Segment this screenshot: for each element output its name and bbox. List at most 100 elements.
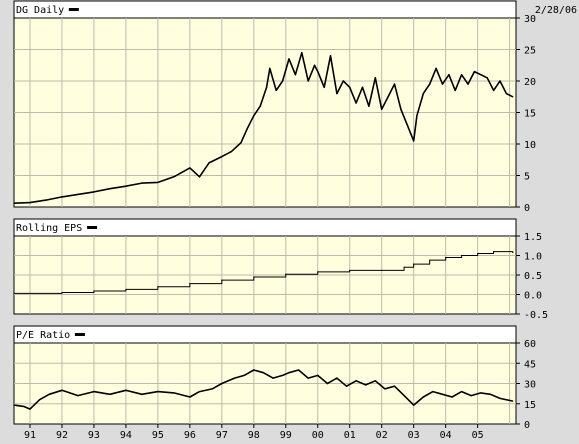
data-point-1 <box>259 105 261 107</box>
data-point-3 <box>173 392 175 394</box>
panel-2: Rolling EPS -0.5 0.0 0.5 1.0 1.5 <box>13 218 548 321</box>
data-point-2 <box>285 273 287 275</box>
x-tick-label: 91 <box>24 430 36 441</box>
data-point-1 <box>361 86 364 88</box>
x-tick-label: 99 <box>280 430 292 441</box>
data-point-2 <box>445 256 447 259</box>
data-point-1 <box>461 74 463 76</box>
data-point-2 <box>461 254 463 257</box>
data-point-3 <box>234 377 236 379</box>
data-point-1 <box>381 108 383 110</box>
data-point-1 <box>448 74 450 76</box>
data-point-2 <box>512 251 514 253</box>
data-point-1 <box>454 89 456 92</box>
panel-title-1: DG Daily <box>16 5 64 16</box>
x-tick-label: 94 <box>120 430 132 441</box>
data-point-1 <box>246 127 249 129</box>
data-point-2 <box>61 291 63 294</box>
data-point-1 <box>141 182 143 184</box>
x-tick-label: 98 <box>248 430 260 441</box>
data-point-1 <box>281 80 284 82</box>
data-point-3 <box>29 408 31 410</box>
y-tick-label-1: 10 <box>524 140 536 151</box>
data-point-3 <box>355 380 357 382</box>
data-point-2 <box>413 263 415 265</box>
data-point-1 <box>473 70 476 73</box>
data-point-2 <box>317 271 319 273</box>
data-point-1 <box>374 77 376 79</box>
data-point-3 <box>489 393 492 395</box>
data-point-1 <box>317 70 319 73</box>
data-point-1 <box>301 52 303 54</box>
data-point-2 <box>493 251 495 253</box>
panel-3: P/E Ratio 0 15 30 45 60 91 92 93 94 95 96 97 98 99 00 01… <box>13 325 536 441</box>
y-tick-label-3: 0 <box>524 420 530 431</box>
data-point-3 <box>125 389 127 391</box>
data-point-3 <box>221 382 223 385</box>
data-point-3 <box>499 397 501 399</box>
data-point-3 <box>13 404 15 406</box>
data-point-2 <box>381 269 383 271</box>
panel-header-3 <box>13 325 517 344</box>
data-point-1 <box>275 89 277 92</box>
data-point-1 <box>512 96 514 98</box>
legend-swatch-2 <box>87 226 98 229</box>
data-point-1 <box>307 80 309 82</box>
x-tick-label: 03 <box>408 430 420 441</box>
y-tick-label-3: 60 <box>524 339 536 350</box>
x-tick-label: 93 <box>88 430 100 441</box>
data-point-1 <box>406 124 408 126</box>
data-point-1 <box>77 193 79 195</box>
data-point-3 <box>461 391 463 393</box>
data-point-3 <box>403 395 405 397</box>
data-point-1 <box>329 55 332 57</box>
data-point-1 <box>173 176 175 178</box>
data-point-3 <box>374 380 376 382</box>
data-point-1 <box>208 162 210 164</box>
data-point-3 <box>157 391 159 393</box>
data-point-3 <box>253 369 255 371</box>
data-point-3 <box>413 404 415 406</box>
data-point-3 <box>38 399 41 401</box>
data-point-3 <box>288 372 290 374</box>
data-point-3 <box>211 388 213 390</box>
data-point-1 <box>422 93 424 95</box>
data-point-2 <box>477 252 479 255</box>
data-point-2 <box>157 286 159 288</box>
data-point-1 <box>240 142 242 144</box>
y-tick-label-2: 1.5 <box>524 232 542 243</box>
x-tick-label: 00 <box>312 430 324 441</box>
data-point-3 <box>272 377 274 379</box>
data-point-3 <box>317 374 319 376</box>
data-point-3 <box>77 395 79 397</box>
data-point-3 <box>393 385 396 387</box>
x-tick-label: 95 <box>152 430 164 441</box>
data-point-1 <box>265 86 268 88</box>
data-point-1 <box>467 83 469 85</box>
data-point-1 <box>486 77 488 79</box>
data-point-3 <box>470 395 472 397</box>
x-tick-label: 92 <box>56 430 68 441</box>
x-tick-label: 02 <box>376 430 388 441</box>
data-point-3 <box>432 391 434 393</box>
data-point-1 <box>323 86 325 88</box>
panel-title-3: P/E Ratio <box>16 330 70 341</box>
y-tick-label-1: 5 <box>524 172 530 183</box>
data-point-1 <box>505 93 508 95</box>
data-point-1 <box>198 176 201 178</box>
data-point-1 <box>109 188 111 190</box>
data-point-3 <box>198 391 201 393</box>
panel-header-1 <box>13 0 517 19</box>
data-point-1 <box>45 199 47 201</box>
data-point-3 <box>422 396 424 398</box>
data-point-3 <box>48 393 50 395</box>
y-tick-label-1: 15 <box>524 109 536 120</box>
data-point-1 <box>313 64 316 66</box>
data-point-3 <box>61 389 63 391</box>
data-point-1 <box>387 96 389 98</box>
data-point-1 <box>413 140 415 142</box>
y-tick-label-1: 30 <box>524 14 536 25</box>
data-point-1 <box>400 108 402 110</box>
